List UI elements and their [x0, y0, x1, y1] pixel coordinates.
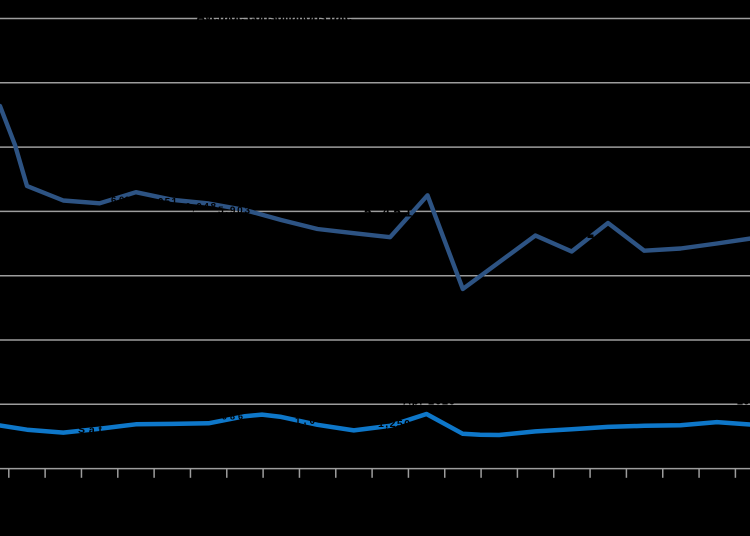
svg-text:5,451: 5,451: [364, 204, 412, 219]
svg-text:Apr 2020: Apr 2020: [403, 396, 455, 408]
svg-text:6,051: 6,051: [147, 197, 177, 208]
svg-text:2021: 2021: [737, 396, 750, 408]
svg-text:5,903: 5,903: [218, 206, 250, 217]
svg-text:1,0: 1,0: [295, 416, 315, 427]
svg-text:Sat: Sat: [78, 424, 103, 436]
svg-text:6,048: 6,048: [185, 202, 216, 213]
svg-text:1,250: 1,250: [378, 418, 410, 430]
svg-text:986: 986: [222, 412, 243, 422]
svg-text:Average consultations rate: Average consultations rate: [196, 9, 352, 24]
svg-text:6,062: 6,062: [111, 195, 135, 206]
